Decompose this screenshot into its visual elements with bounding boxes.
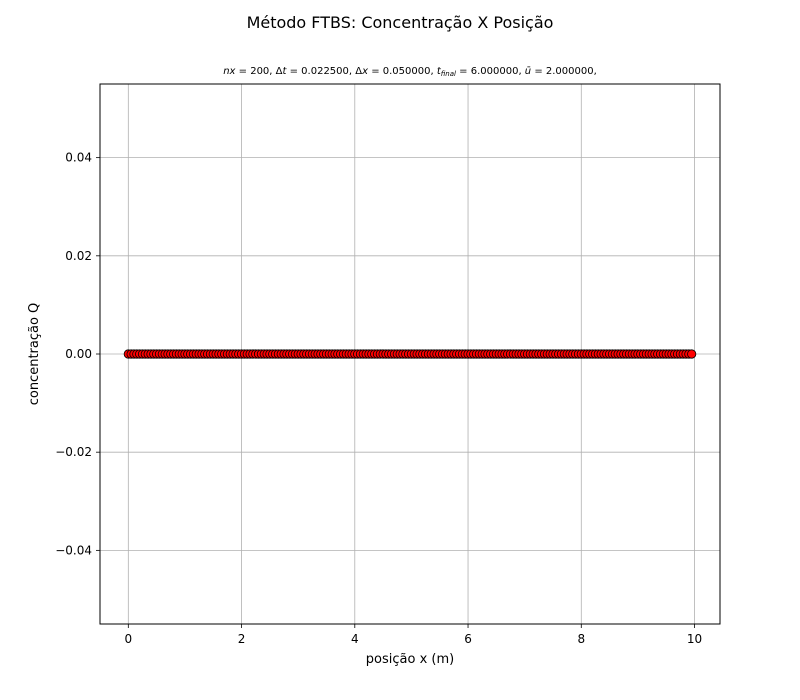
x-tick-label: 0 — [124, 632, 132, 646]
subtitle-dt: 0.022500 — [301, 66, 349, 77]
y-tick-label: −0.04 — [55, 543, 92, 557]
x-tick-label: 4 — [351, 632, 359, 646]
y-tick-label: −0.02 — [55, 445, 92, 459]
data-point — [687, 349, 697, 359]
x-axis-ticks: 0 2 4 6 8 10 — [124, 624, 702, 646]
y-tick-label: 0.04 — [65, 151, 92, 165]
subtitle-nx: 200 — [250, 66, 269, 77]
x-tick-label: 8 — [577, 632, 585, 646]
x-tick-label: 2 — [238, 632, 246, 646]
y-tick-label: 0.00 — [65, 347, 92, 361]
subtitle-t-final: 6.000000 — [471, 66, 519, 77]
chart-title: Método FTBS: Concentração X Posição — [247, 13, 554, 32]
x-axis-label: posição x (m) — [366, 652, 454, 667]
subtitle-u-bar: 2.000000 — [546, 66, 594, 77]
data-points — [123, 349, 697, 359]
x-tick-label: 6 — [464, 632, 472, 646]
y-axis-ticks: −0.04 −0.02 0.00 0.02 0.04 — [55, 151, 100, 557]
x-tick-label: 10 — [687, 632, 702, 646]
y-axis-label: concentração Q — [27, 303, 42, 406]
y-tick-label: 0.02 — [65, 249, 92, 263]
chart-subtitle: nx = 200, Δt = 0.022500, Δx = 0.050000, … — [223, 66, 597, 78]
subtitle-dx: 0.050000 — [383, 66, 431, 77]
